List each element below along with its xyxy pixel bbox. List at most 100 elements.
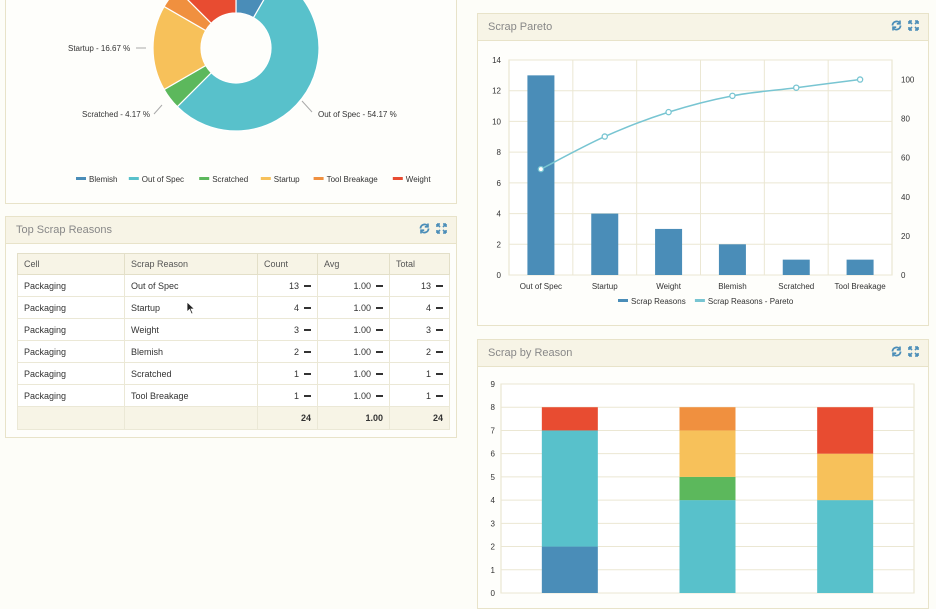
table-row[interactable]: Packaging Scratched 1 1.00 1 xyxy=(17,362,450,385)
legend-label: Scratched xyxy=(212,175,248,184)
column-header-avg[interactable]: Avg xyxy=(317,253,390,275)
minus-icon[interactable] xyxy=(376,373,383,376)
legend-label: Scrap Reasons xyxy=(631,297,686,306)
total-value-text: 1 xyxy=(425,390,431,401)
refresh-icon[interactable] xyxy=(418,222,431,235)
x-tick-label: Blemish xyxy=(718,282,746,291)
legend-swatch xyxy=(313,177,324,180)
pareto-legend: Scrap Reasons Scrap Reasons - Pareto xyxy=(618,297,794,306)
scrap-reason-text: Scratched xyxy=(131,368,172,379)
table-row[interactable]: Packaging Tool Breakage 1 1.00 1 xyxy=(17,384,450,407)
pareto-bar[interactable] xyxy=(591,213,619,275)
pareto-point[interactable] xyxy=(792,84,800,91)
pareto-point[interactable] xyxy=(856,76,864,83)
pareto-point[interactable] xyxy=(665,108,672,116)
legend-swatch xyxy=(76,177,86,180)
table-row[interactable]: Packaging Startup 4 1.00 4 xyxy=(17,296,450,319)
legend-item[interactable]: Tool Breakage xyxy=(313,175,379,184)
refresh-icon[interactable] xyxy=(890,345,903,358)
stacked-bar-segment[interactable] xyxy=(817,407,874,454)
stacked-bar-segment[interactable] xyxy=(679,476,736,501)
minus-icon[interactable] xyxy=(304,395,311,398)
stacked-bar-segment[interactable] xyxy=(817,500,874,593)
legend-item[interactable]: Startup xyxy=(260,175,300,184)
pareto-bar[interactable] xyxy=(655,228,683,275)
top-scrap-reasons-panel: Top Scrap Reasons Cell Scrap Reason Coun… xyxy=(5,216,457,438)
stacked-bar-segment[interactable] xyxy=(679,407,736,431)
count-value-text: 4 xyxy=(293,302,299,313)
table-row[interactable]: Packaging Out of Spec 13 1.00 13 xyxy=(17,274,450,297)
table-row[interactable]: Packaging Weight 3 1.00 3 xyxy=(17,318,450,341)
column-header-total[interactable]: Total xyxy=(389,253,450,275)
column-header-reason[interactable]: Scrap Reason xyxy=(124,253,258,275)
y-tick-label: 2 xyxy=(497,240,502,249)
expand-icon[interactable] xyxy=(907,345,920,358)
minus-icon[interactable] xyxy=(436,329,443,332)
refresh-icon[interactable] xyxy=(890,19,903,32)
legend-item[interactable]: Scrap Reasons - Pareto xyxy=(694,297,794,306)
expand-icon[interactable] xyxy=(907,19,920,32)
avg-value-text: 1.00 xyxy=(353,280,371,291)
total-value: 3 xyxy=(389,318,450,341)
cell-name: Packaging xyxy=(17,384,125,407)
legend-item[interactable]: Weight xyxy=(392,175,432,184)
minus-icon[interactable] xyxy=(376,285,383,288)
stacked-bar-segment[interactable] xyxy=(679,500,736,593)
pareto-bar[interactable] xyxy=(718,244,746,275)
pareto-bar[interactable] xyxy=(527,75,555,275)
scrap-reason: Out of Spec xyxy=(124,274,258,297)
pareto-bar[interactable] xyxy=(782,259,810,275)
minus-icon[interactable] xyxy=(376,351,383,354)
pareto-point[interactable] xyxy=(729,92,736,100)
column-header-cell[interactable]: Cell xyxy=(17,253,125,275)
count-value: 3 xyxy=(257,318,318,341)
expand-icon[interactable] xyxy=(435,222,448,235)
stacked-bar-segment[interactable] xyxy=(679,430,736,477)
y2-tick-label: 100 xyxy=(901,76,915,85)
y2-tick-label: 0 xyxy=(901,271,906,280)
legend-item[interactable]: Scratched xyxy=(199,175,248,184)
stacked-bar-segment[interactable] xyxy=(541,546,598,593)
pareto-point[interactable] xyxy=(601,133,609,140)
column-header-count[interactable]: Count xyxy=(257,253,318,275)
minus-icon[interactable] xyxy=(436,351,443,354)
legend-swatch xyxy=(618,299,628,302)
minus-icon[interactable] xyxy=(376,329,383,332)
legend-swatch xyxy=(199,177,210,180)
pie-slice-blemish[interactable] xyxy=(235,0,278,19)
y2-tick-label: 20 xyxy=(901,232,910,241)
legend-item[interactable]: Blemish xyxy=(76,175,117,184)
legend-item[interactable]: Out of Spec xyxy=(128,175,184,184)
stacked-bar-segment[interactable] xyxy=(817,453,874,501)
minus-icon[interactable] xyxy=(304,329,311,332)
pie-slice-weight[interactable] xyxy=(177,0,237,25)
minus-icon[interactable] xyxy=(376,395,383,398)
total-value-text: 2 xyxy=(425,346,431,357)
avg-value-text: 1.00 xyxy=(353,390,371,401)
cell-name-text: Packaging xyxy=(24,280,67,291)
y-tick-label: 14 xyxy=(492,56,501,65)
stacked-bar-segment[interactable] xyxy=(541,430,598,547)
minus-icon[interactable] xyxy=(436,285,443,288)
total-value-text: 4 xyxy=(425,302,431,313)
pareto-bar[interactable] xyxy=(846,259,874,275)
pareto-point[interactable] xyxy=(537,165,545,173)
minus-icon[interactable] xyxy=(436,307,443,310)
y-tick-label: 7 xyxy=(491,426,496,435)
stacked-bar-segment[interactable] xyxy=(541,407,598,431)
y-tick-label: 0 xyxy=(497,271,502,280)
minus-icon[interactable] xyxy=(436,395,443,398)
avg-value-text: 1.00 xyxy=(353,324,371,335)
total-value-text: 3 xyxy=(425,324,431,335)
minus-icon[interactable] xyxy=(304,373,311,376)
minus-icon[interactable] xyxy=(304,285,311,288)
count-value-text: 2 xyxy=(293,346,299,357)
pie-panel: Startup - 16.67 % Scratched - 4.17 % Out… xyxy=(5,0,457,204)
pie-slice-out-of-spec[interactable] xyxy=(176,0,320,132)
legend-item[interactable]: Scrap Reasons xyxy=(618,297,686,306)
minus-icon[interactable] xyxy=(304,351,311,354)
minus-icon[interactable] xyxy=(304,307,311,310)
minus-icon[interactable] xyxy=(436,373,443,376)
minus-icon[interactable] xyxy=(376,307,383,310)
table-row[interactable]: Packaging Blemish 2 1.00 2 xyxy=(17,340,450,363)
